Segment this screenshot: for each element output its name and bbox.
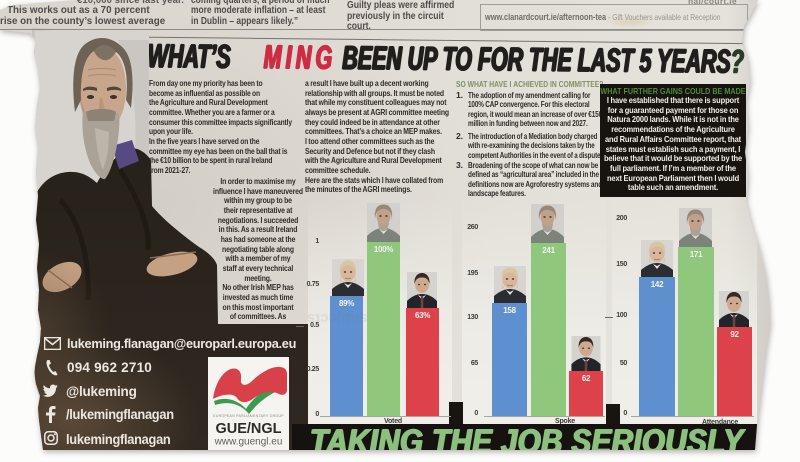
svg-text:GUE/NGL: GUE/NGL xyxy=(215,421,281,437)
svg-text:www.guengl.eu: www.guengl.eu xyxy=(214,437,283,448)
svg-text:EUROPEAN PARLIAMENTARY GROUP: EUROPEAN PARLIAMENTARY GROUP xyxy=(213,414,284,418)
